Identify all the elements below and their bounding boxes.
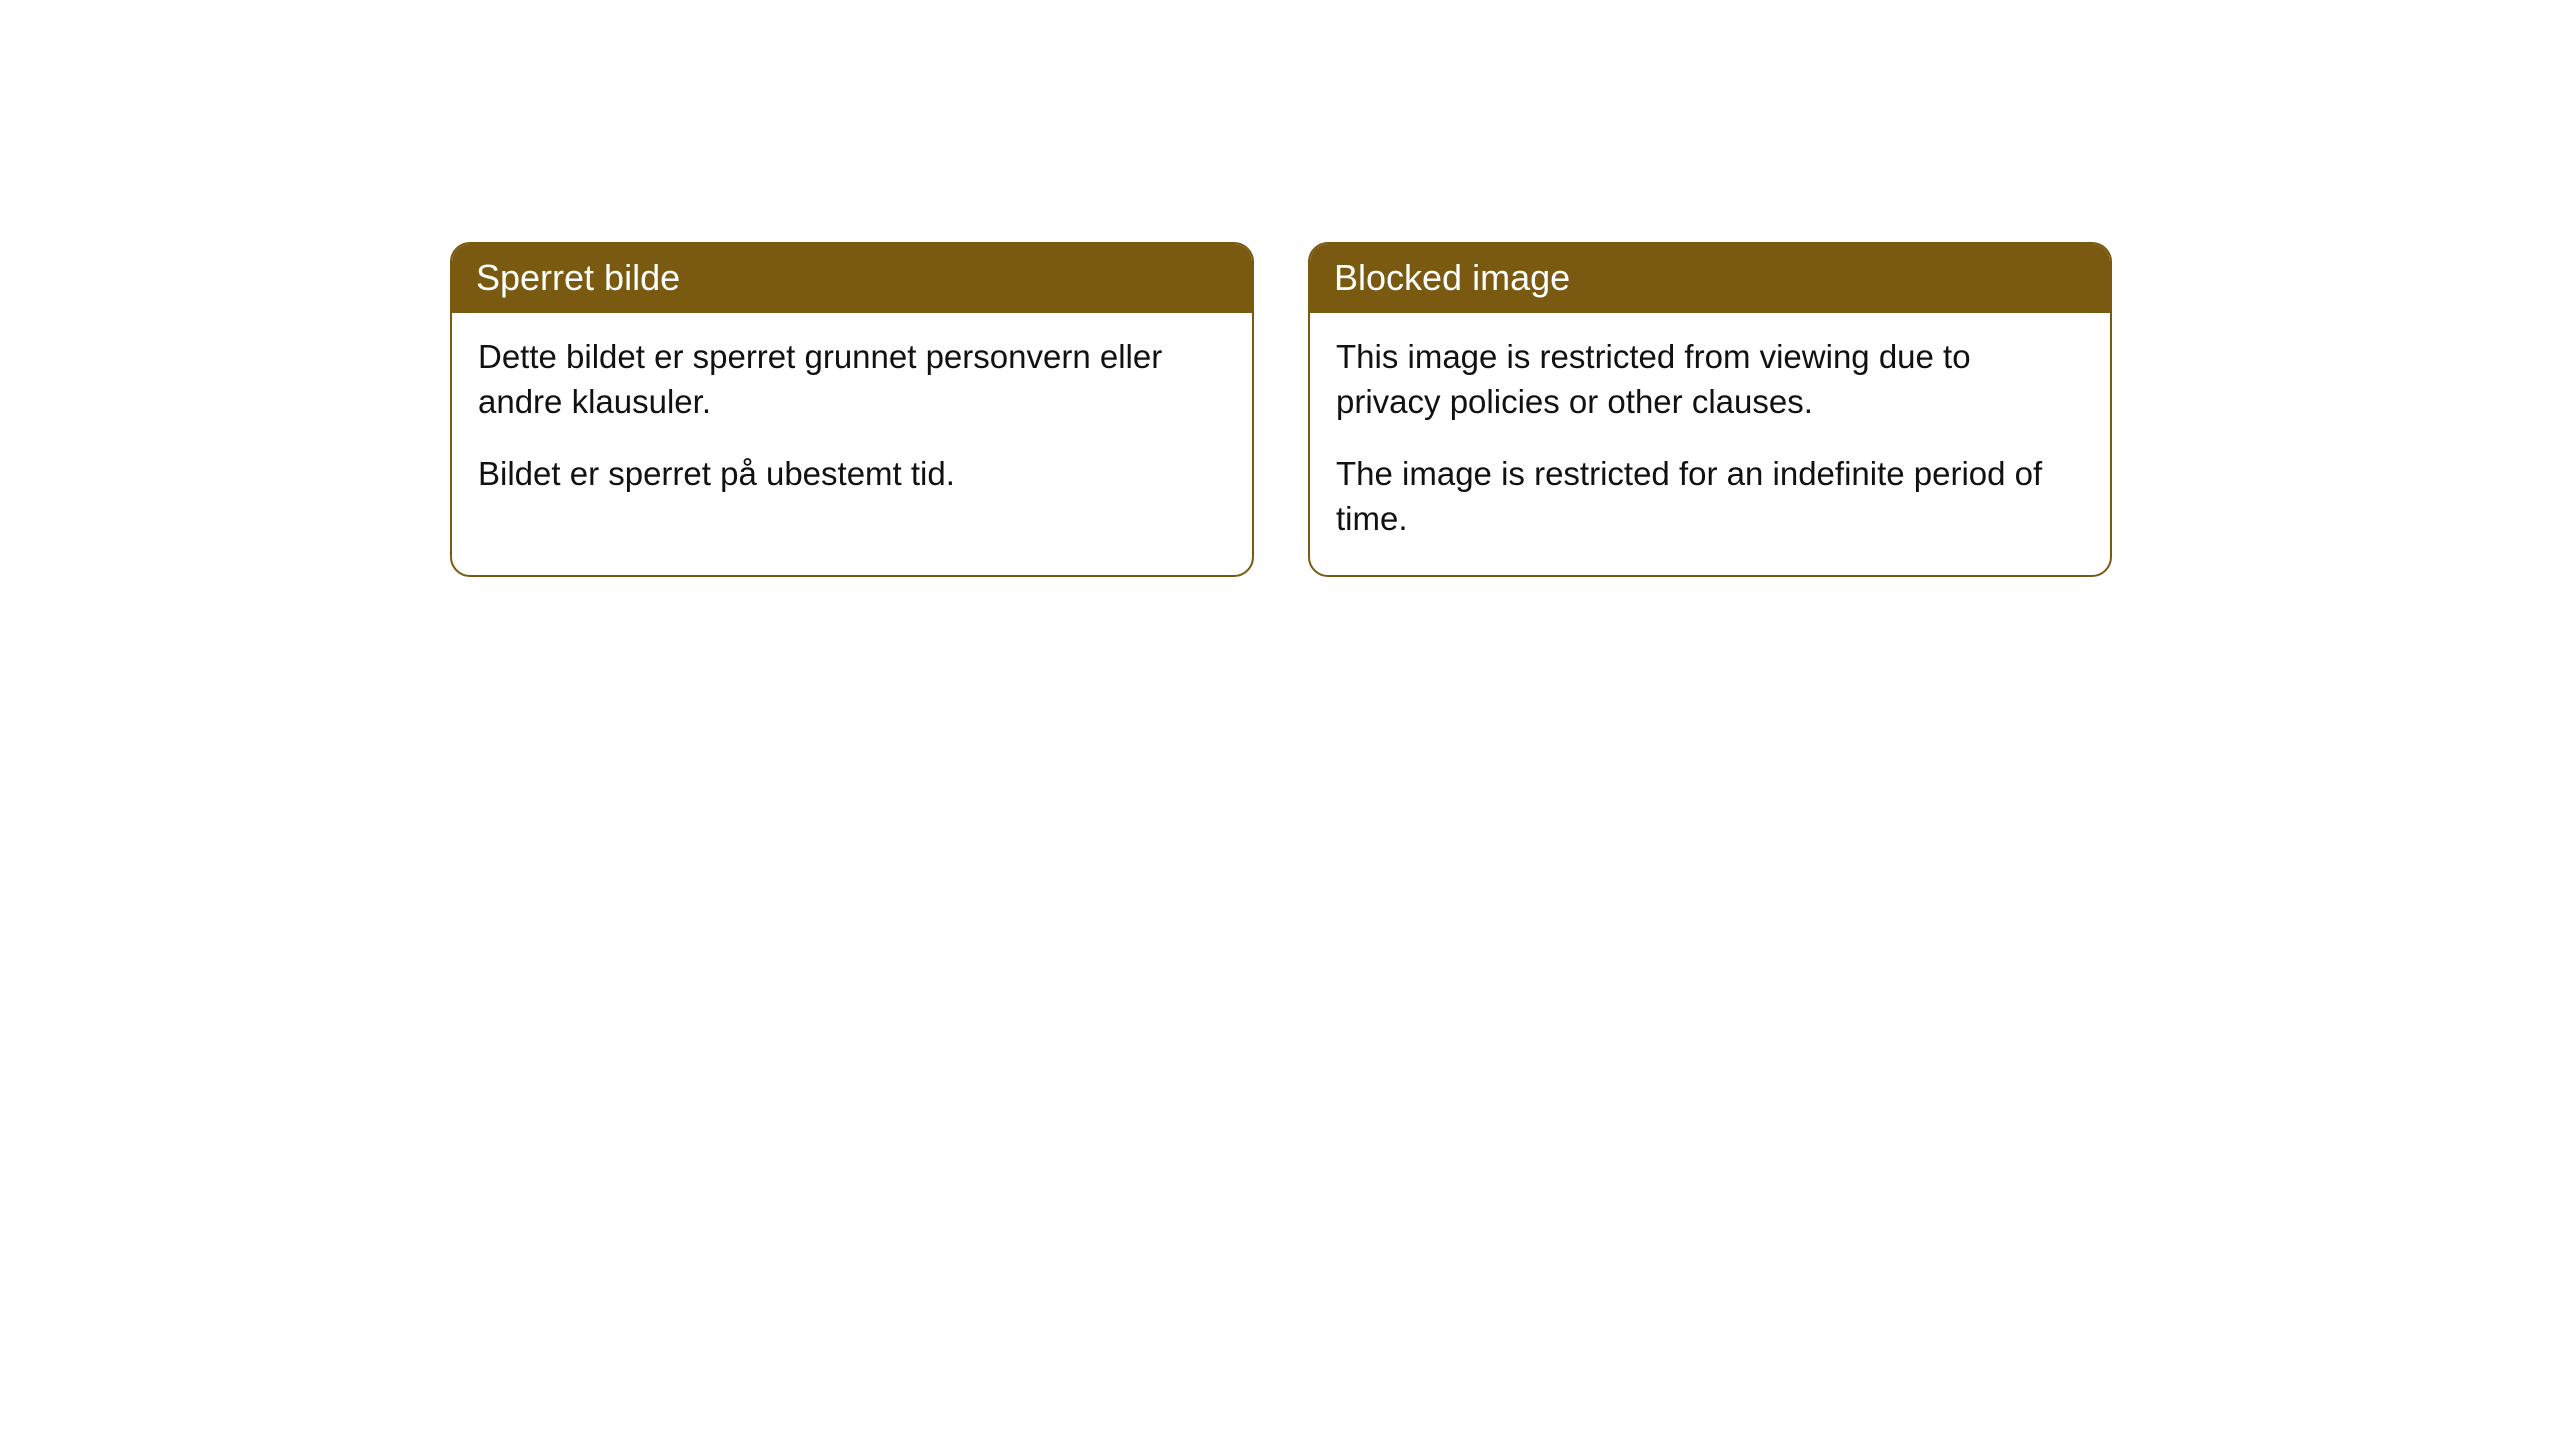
notice-paragraph-1: This image is restricted from viewing du… <box>1336 335 2084 424</box>
cards-container: Sperret bilde Dette bildet er sperret gr… <box>450 242 2112 577</box>
card-body: This image is restricted from viewing du… <box>1310 313 2110 575</box>
notice-paragraph-1: Dette bildet er sperret grunnet personve… <box>478 335 1226 424</box>
card-header: Sperret bilde <box>452 244 1252 313</box>
notice-paragraph-2: The image is restricted for an indefinit… <box>1336 452 2084 541</box>
card-header: Blocked image <box>1310 244 2110 313</box>
notice-card-english: Blocked image This image is restricted f… <box>1308 242 2112 577</box>
card-body: Dette bildet er sperret grunnet personve… <box>452 313 1252 531</box>
notice-card-norwegian: Sperret bilde Dette bildet er sperret gr… <box>450 242 1254 577</box>
notice-paragraph-2: Bildet er sperret på ubestemt tid. <box>478 452 1226 497</box>
